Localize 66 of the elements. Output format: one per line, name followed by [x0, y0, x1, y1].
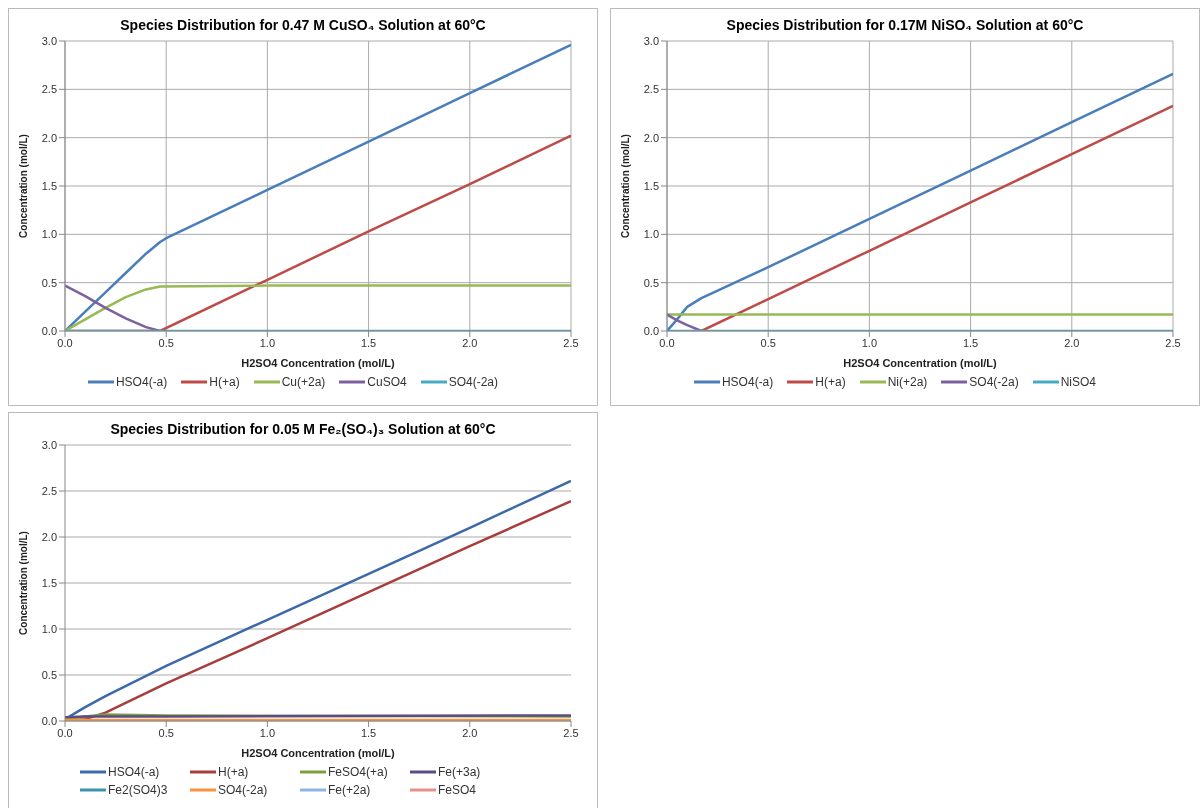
y-tick-label: 1.5 — [41, 179, 57, 192]
x-tick-label: 0.5 — [158, 336, 174, 349]
y-axis-title: Concentration (mol/L) — [17, 134, 29, 238]
y-tick-label: 0.5 — [41, 668, 57, 681]
x-tick-label: 1.0 — [259, 726, 276, 739]
x-tick-label: 2.0 — [1064, 336, 1080, 349]
x-tick-label: 1.5 — [962, 336, 979, 349]
x-tick-label: 2.0 — [462, 336, 478, 349]
x-tick-label: 1.0 — [259, 336, 276, 349]
legend-label: Fe2(SO4)3 — [108, 783, 168, 797]
legend-label: Fe(+3a) — [438, 765, 481, 779]
legend-label: H(+a) — [218, 765, 249, 779]
y-tick-label: 1.0 — [643, 228, 659, 241]
chart-title: Species Distribution for 0.05 M Fe₂(SO₄)₃ Solution at 60°C — [109, 421, 497, 437]
legend-label: SO4(-2a) — [969, 375, 1019, 389]
legend-label: Ni(+2a) — [887, 375, 928, 389]
legend-label: SO4(-2a) — [218, 783, 268, 797]
x-tick-label: 0.5 — [760, 336, 776, 349]
x-axis-title: H2SO4 Concentration (mol/L) — [241, 357, 396, 369]
legend-label: Cu(+2a) — [281, 375, 326, 389]
legend-label: FeSO4(+a) — [328, 765, 388, 779]
y-tick-label: 1.0 — [41, 228, 57, 241]
y-tick-label: 1.5 — [41, 576, 57, 589]
legend-label: FeSO4 — [438, 783, 477, 797]
x-tick-label: 2.5 — [1165, 336, 1181, 349]
y-tick-label: 3.0 — [41, 438, 57, 451]
x-axis-title: H2SO4 Concentration (mol/L) — [241, 747, 396, 759]
x-axis-title: H2SO4 Concentration (mol/L) — [843, 357, 998, 369]
y-tick-label: 2.5 — [643, 83, 659, 96]
y-tick-label: 3.0 — [41, 34, 57, 47]
legend-label: HSO4(-a) — [108, 765, 160, 779]
y-tick-label: 2.0 — [643, 131, 659, 144]
y-tick-label: 2.5 — [41, 83, 57, 96]
chart-title: Species Distribution for 0.47 M CuSO₄ Solution at 60°C — [119, 17, 487, 33]
x-tick-label: 0.5 — [158, 726, 174, 739]
x-tick-label: 0.0 — [57, 336, 73, 349]
legend-label: NiSO4 — [1060, 375, 1097, 389]
y-tick-label: 0.0 — [643, 324, 659, 337]
x-tick-label: 1.5 — [360, 726, 377, 739]
y-tick-label: 0.5 — [41, 276, 57, 289]
y-tick-label: 0.0 — [41, 324, 57, 337]
x-tick-label: 0.0 — [659, 336, 675, 349]
x-tick-label: 2.0 — [462, 726, 478, 739]
legend-label: SO4(-2a) — [448, 375, 499, 389]
chart-title: Species Distribution for 0.17M NiSO₄ Solution at 60°C — [725, 17, 1085, 33]
y-tick-label: 1.0 — [41, 622, 57, 635]
x-tick-label: 2.5 — [563, 336, 579, 349]
y-tick-label: 0.5 — [643, 276, 659, 289]
legend-label: H(+a) — [815, 375, 846, 389]
legend-label: CuSO4 — [367, 375, 407, 389]
y-tick-label: 2.0 — [41, 530, 57, 543]
y-tick-label: 3.0 — [643, 34, 659, 47]
y-tick-label: 2.5 — [41, 484, 57, 497]
x-tick-label: 2.5 — [563, 726, 579, 739]
y-axis-title: Concentration (mol/L) — [619, 134, 631, 238]
x-tick-label: 1.0 — [861, 336, 878, 349]
y-tick-label: 0.0 — [41, 714, 57, 727]
y-axis-title: Concentration (mol/L) — [17, 531, 29, 635]
legend-label: HSO4(-a) — [115, 375, 168, 389]
x-tick-label: 1.5 — [360, 336, 377, 349]
legend-label: Fe(+2a) — [328, 783, 371, 797]
legend-label: HSO4(-a) — [721, 375, 774, 389]
x-tick-label: 0.0 — [57, 726, 73, 739]
legend-label: H(+a) — [209, 375, 240, 389]
y-tick-label: 1.5 — [643, 179, 659, 192]
y-tick-label: 2.0 — [41, 131, 57, 144]
